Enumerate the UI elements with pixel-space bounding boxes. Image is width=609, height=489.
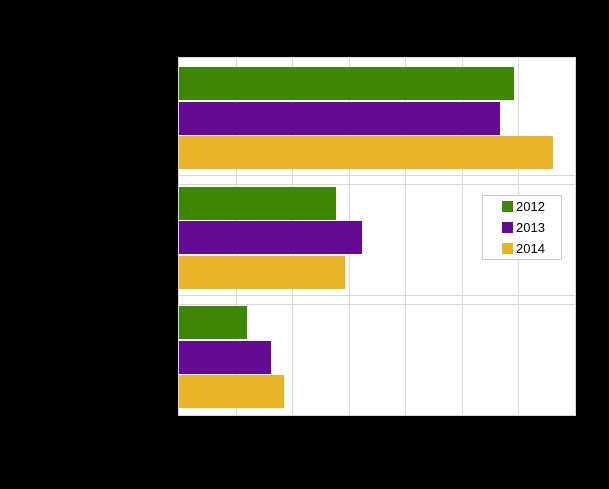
vertical-gridline bbox=[405, 58, 407, 415]
bar-2013-category-1 bbox=[179, 101, 501, 135]
legend-label: 2014 bbox=[516, 241, 545, 256]
legend-swatch-icon bbox=[502, 201, 513, 212]
legend-swatch-icon bbox=[502, 243, 513, 254]
horizontal-gridline bbox=[179, 295, 575, 296]
legend-label: 2012 bbox=[516, 199, 545, 214]
bar-2013-category-3 bbox=[179, 340, 271, 374]
bar-2014-category-2 bbox=[179, 255, 346, 289]
legend: 2012 2013 2014 bbox=[482, 195, 562, 260]
bar-2012-category-3 bbox=[179, 306, 248, 339]
horizontal-gridline bbox=[179, 184, 575, 185]
legend-label: 2013 bbox=[516, 220, 545, 235]
bar-2013-category-2 bbox=[179, 221, 363, 254]
plot-area: 2012 2013 2014 bbox=[178, 57, 576, 416]
bar-2012-category-1 bbox=[179, 67, 515, 100]
horizontal-gridline bbox=[179, 175, 575, 176]
bar-2014-category-3 bbox=[179, 375, 285, 408]
horizontal-gridline bbox=[179, 304, 575, 305]
legend-swatch-icon bbox=[502, 222, 513, 233]
vertical-gridline bbox=[461, 58, 463, 415]
bar-2012-category-2 bbox=[179, 186, 337, 220]
bar-2014-category-1 bbox=[179, 136, 553, 169]
legend-item-2012[interactable]: 2012 bbox=[502, 200, 561, 213]
legend-item-2013[interactable]: 2013 bbox=[502, 221, 561, 234]
legend-item-2014[interactable]: 2014 bbox=[502, 242, 561, 255]
